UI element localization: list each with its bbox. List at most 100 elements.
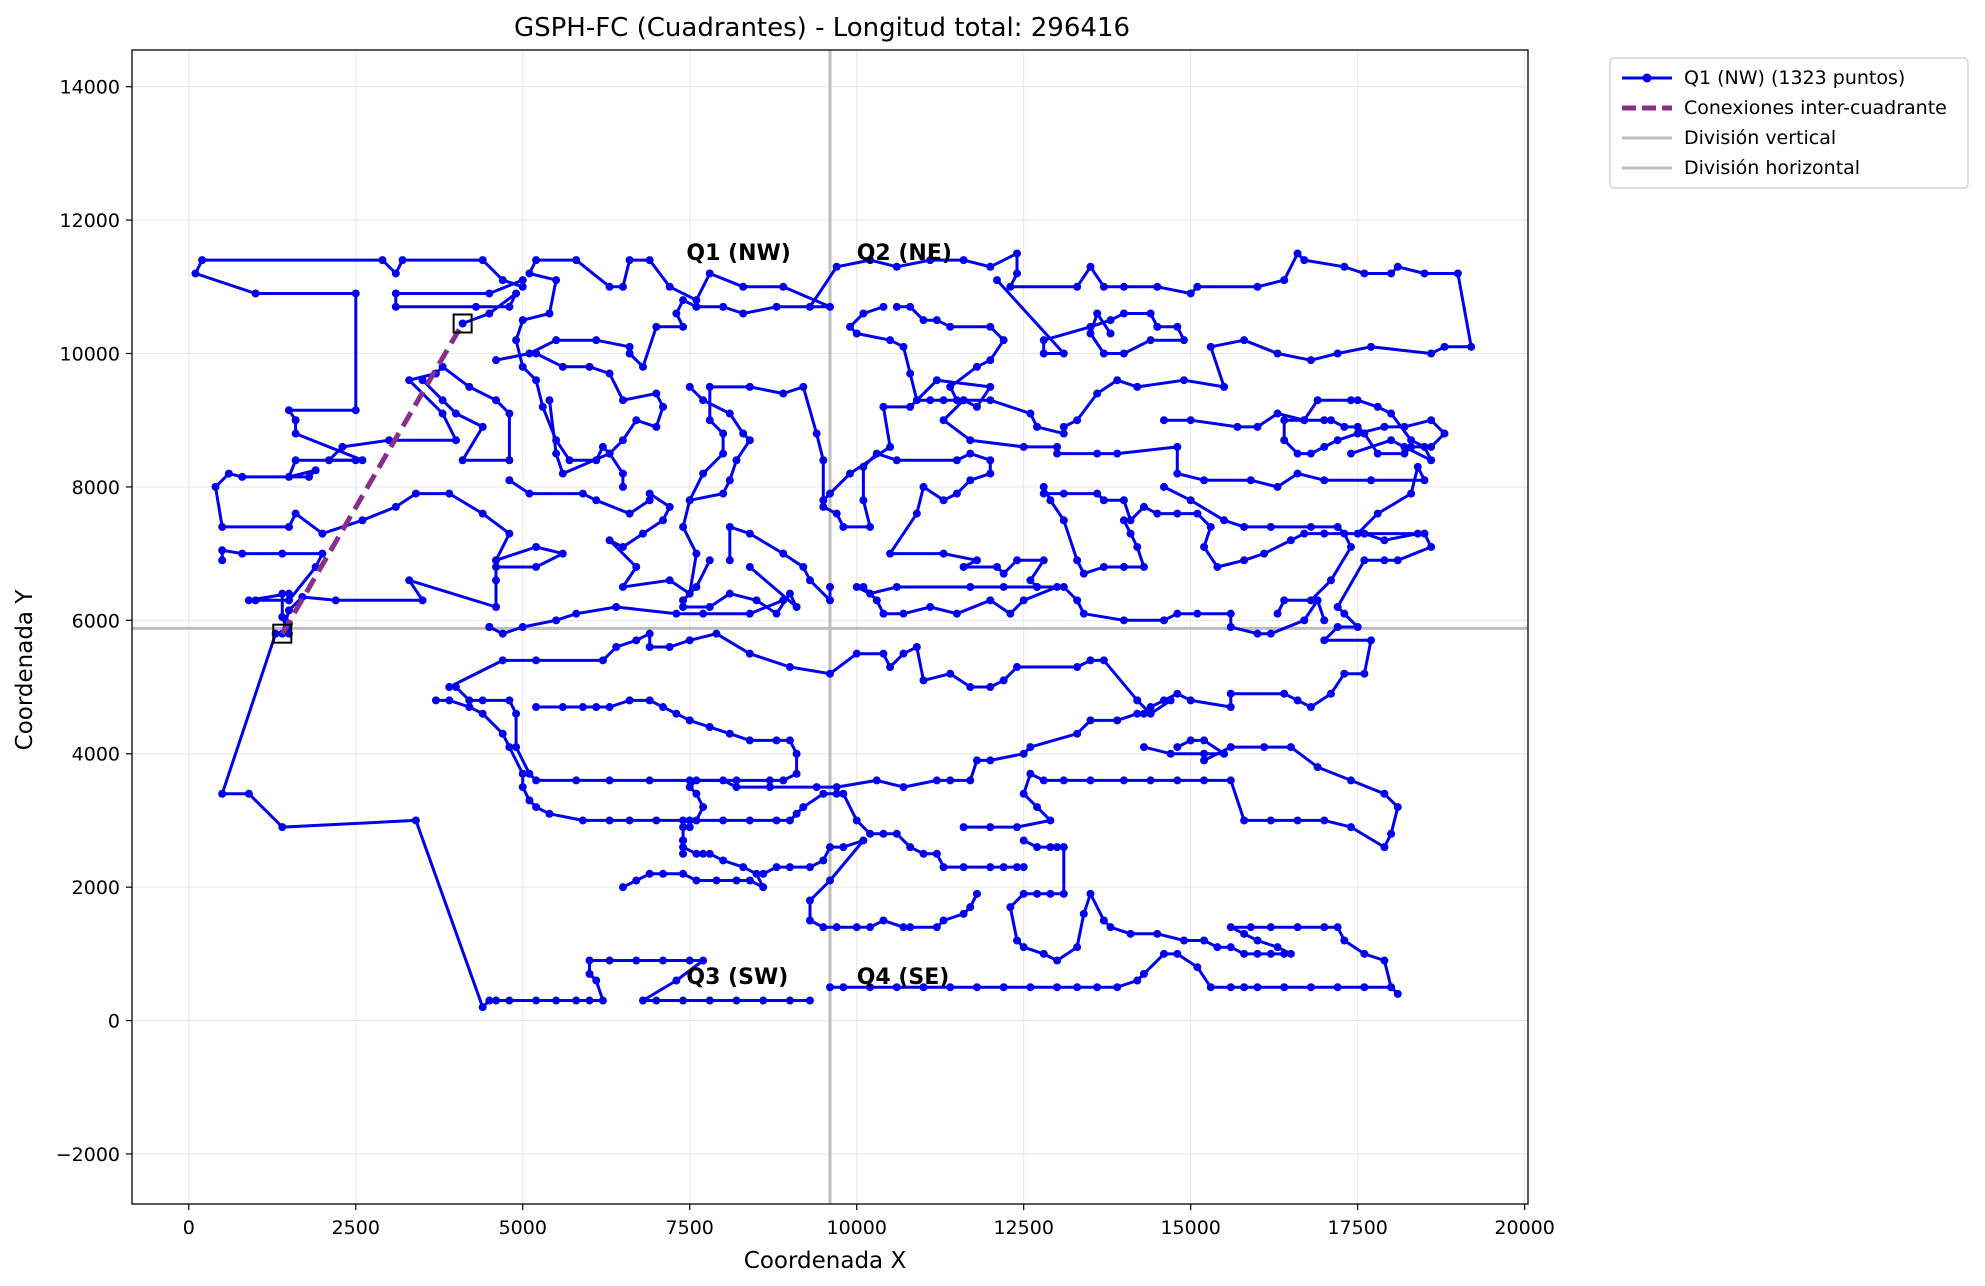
route-point bbox=[1353, 422, 1362, 431]
route-point bbox=[886, 442, 895, 451]
route-point bbox=[1019, 749, 1028, 758]
route-point bbox=[1226, 923, 1235, 932]
route-point bbox=[779, 389, 788, 398]
route-point bbox=[679, 522, 688, 531]
route-point bbox=[906, 402, 915, 411]
route-point bbox=[959, 909, 968, 918]
route-point bbox=[799, 803, 808, 812]
route-point bbox=[939, 549, 948, 558]
route-point bbox=[1039, 336, 1048, 345]
route-point bbox=[1293, 249, 1302, 258]
route-point bbox=[1453, 269, 1462, 278]
route-point bbox=[739, 282, 748, 291]
route-point bbox=[512, 709, 521, 718]
route-point bbox=[1019, 889, 1028, 898]
route-point bbox=[1159, 482, 1168, 491]
route-point bbox=[1093, 309, 1102, 318]
route-point bbox=[699, 849, 708, 858]
route-point bbox=[672, 309, 681, 318]
route-point bbox=[578, 703, 587, 712]
route-point bbox=[999, 983, 1008, 992]
route-point bbox=[966, 903, 975, 912]
route-point bbox=[792, 769, 801, 778]
route-point bbox=[572, 609, 581, 618]
route-point bbox=[558, 549, 567, 558]
route-point bbox=[972, 889, 981, 898]
route-point bbox=[498, 629, 507, 638]
route-point bbox=[946, 776, 955, 785]
route-point bbox=[1393, 262, 1402, 271]
route-point bbox=[972, 556, 981, 565]
route-point bbox=[1139, 562, 1148, 571]
route-point bbox=[672, 609, 681, 618]
route-point bbox=[659, 869, 668, 878]
route-point bbox=[986, 382, 995, 391]
route-point bbox=[1059, 582, 1068, 591]
y-tick-label: 0 bbox=[108, 1011, 120, 1033]
route-point bbox=[518, 623, 527, 631]
route-point bbox=[492, 562, 501, 571]
route-point bbox=[478, 509, 487, 518]
route-point bbox=[1253, 422, 1262, 431]
route-point bbox=[598, 442, 607, 451]
route-point bbox=[391, 302, 400, 311]
route-point bbox=[705, 269, 714, 278]
x-axis-label: Coordenada X bbox=[744, 1248, 907, 1274]
route-point bbox=[1253, 983, 1262, 992]
route-point bbox=[832, 789, 841, 798]
route-point bbox=[1073, 983, 1082, 992]
route-point bbox=[692, 296, 701, 305]
route-point bbox=[879, 916, 888, 925]
route-point bbox=[605, 536, 614, 545]
route-point bbox=[1346, 542, 1355, 551]
route-point bbox=[1320, 476, 1329, 485]
route-point bbox=[445, 489, 454, 498]
route-point bbox=[1146, 776, 1155, 785]
route-point bbox=[719, 449, 728, 458]
route-point bbox=[545, 309, 554, 318]
route-point bbox=[959, 562, 968, 571]
route-point bbox=[1393, 989, 1402, 998]
route-point bbox=[284, 589, 293, 598]
route-point bbox=[879, 302, 888, 311]
route-point bbox=[1280, 689, 1289, 698]
route-point bbox=[358, 456, 367, 465]
route-point bbox=[612, 643, 621, 652]
route-point bbox=[952, 609, 961, 618]
route-point bbox=[1440, 342, 1449, 351]
route-point bbox=[785, 736, 794, 745]
route-point bbox=[652, 996, 661, 1005]
route-point bbox=[1186, 496, 1195, 505]
route-point bbox=[1220, 382, 1229, 391]
route-point bbox=[1133, 382, 1142, 391]
route-point bbox=[805, 896, 814, 905]
route-point bbox=[331, 596, 340, 605]
route-point bbox=[932, 376, 941, 385]
route-point bbox=[478, 422, 487, 431]
route-point bbox=[525, 796, 534, 805]
route-point bbox=[1133, 696, 1142, 705]
route-point bbox=[705, 416, 714, 425]
route-point bbox=[1253, 936, 1262, 945]
route-point bbox=[1079, 609, 1088, 618]
route-point bbox=[799, 562, 808, 571]
route-point bbox=[1300, 529, 1309, 538]
route-point bbox=[1206, 342, 1215, 351]
route-point bbox=[645, 489, 654, 498]
route-point bbox=[545, 396, 554, 405]
route-point bbox=[705, 996, 714, 1005]
route-point bbox=[1079, 909, 1088, 918]
route-point bbox=[1006, 282, 1015, 291]
route-point bbox=[1360, 269, 1369, 278]
route-point bbox=[1059, 489, 1068, 498]
route-point bbox=[1019, 943, 1028, 952]
route-line bbox=[327, 365, 511, 462]
route-point bbox=[739, 309, 748, 318]
route-point bbox=[1387, 269, 1396, 278]
route-point bbox=[805, 302, 814, 311]
route-point bbox=[859, 496, 868, 505]
route-point bbox=[505, 996, 514, 1005]
route-point bbox=[585, 362, 594, 371]
route-point bbox=[1046, 496, 1055, 505]
route-point bbox=[492, 576, 501, 585]
